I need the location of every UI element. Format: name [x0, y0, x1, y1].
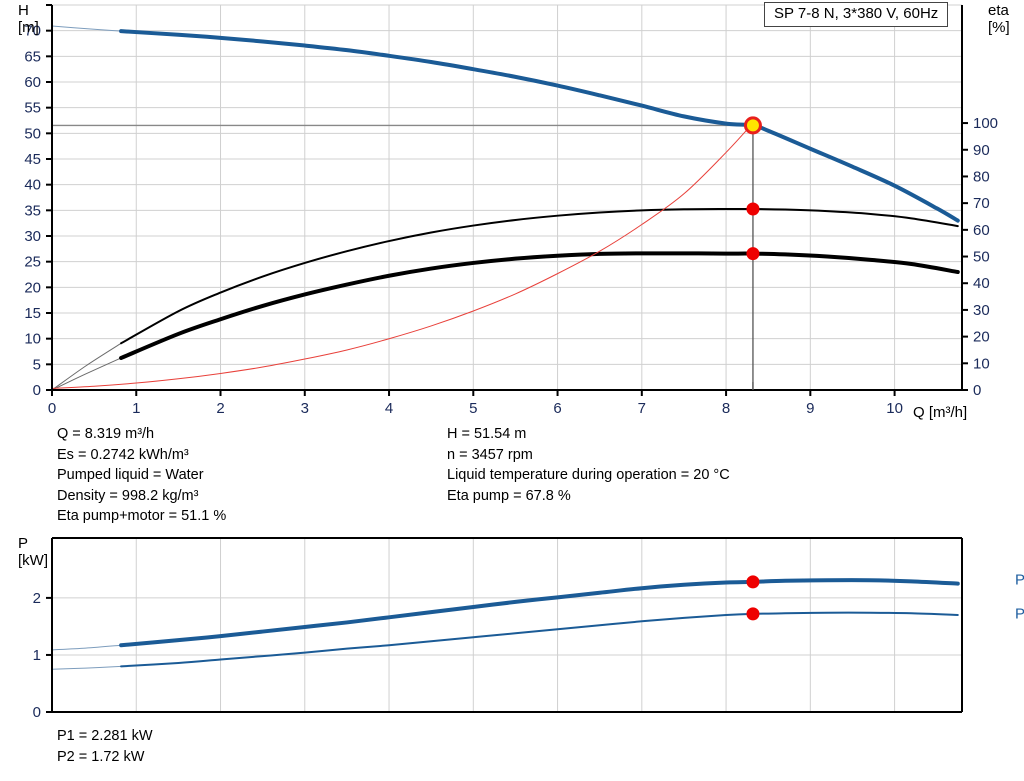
- tick-label-bottom: 2: [216, 400, 224, 417]
- left-axis-caption: H [m]: [18, 2, 39, 36]
- tick-label-bottom: 5: [469, 400, 477, 417]
- series-label-P1: P1: [1015, 572, 1024, 589]
- tick-label-left: 60: [24, 74, 41, 91]
- duty-info-line: Eta pump = 67.8 %: [447, 487, 571, 504]
- power-axes: [46, 537, 963, 713]
- power-curves: [51, 578, 960, 670]
- left-axis-unit: [m]: [18, 19, 39, 36]
- chart-axes: [46, 4, 968, 396]
- marker-eta-pump-motor-point: [746, 247, 760, 261]
- tick-label-bottom: 1: [132, 400, 140, 417]
- tick-label-right: 20: [973, 329, 990, 346]
- tick-label-left: 20: [24, 279, 41, 296]
- duty-info-line: Eta pump+motor = 51.1 %: [57, 508, 227, 524]
- tick-label-left: 15: [24, 305, 41, 322]
- tick-label-right: 100: [973, 115, 998, 132]
- chart-curves: [51, 25, 960, 391]
- right-axis-unit: [%]: [988, 19, 1010, 36]
- duty-info-line: Pumped liquid = Water: [57, 467, 204, 483]
- tick-label-right: 60: [973, 222, 990, 239]
- curve-P1: [119, 578, 960, 648]
- marker-p2-point: [746, 607, 760, 621]
- tick-label-right: 40: [973, 275, 990, 292]
- tick-label-left: 45: [24, 151, 41, 168]
- tick-label-left: 35: [24, 202, 41, 219]
- tick-label-bottom: 0: [48, 400, 56, 417]
- tick-label-left: 30: [24, 228, 41, 245]
- chart-axis-labels: 0510152025303540455055606570010203040506…: [24, 23, 998, 417]
- marker-eta-pump-point: [746, 202, 760, 216]
- title-box: SP 7-8 N, 3*380 V, 60Hz: [764, 2, 949, 27]
- power-info-block: P1 = 2.281 kW P2 = 1.72 kW: [57, 726, 153, 767]
- series-label-P2: P2: [1015, 605, 1024, 622]
- power-axis-labels: 0 1 2 P1 P2: [33, 572, 1024, 721]
- power-axis-symbol: P: [18, 535, 29, 552]
- curve-P2: [120, 611, 959, 668]
- duty-info-line: H = 51.54 m: [447, 426, 527, 442]
- tick-label-left: 65: [24, 48, 41, 65]
- chart-markers: [743, 116, 762, 261]
- power-axis-caption: P [kW]: [18, 535, 48, 569]
- right-axis-caption: eta [%]: [988, 2, 1010, 36]
- duty-info-left-column: Q = 8.319 m³/h Es = 0.2742 kWh/m³ Pumped…: [57, 424, 226, 527]
- tick-label-bottom: 6: [553, 400, 561, 417]
- tick-label-bottom: 10: [886, 400, 903, 417]
- tick-label-bottom: 7: [638, 400, 646, 417]
- curve-eta-pump-motor-extension: [51, 357, 122, 391]
- power-info-line: P1 = 2.281 kW: [57, 728, 153, 744]
- tick-label-right: 10: [973, 355, 990, 372]
- tick-label-right: 80: [973, 168, 990, 185]
- tick-label-right: 30: [973, 302, 990, 319]
- curve-P1-extension: [51, 644, 122, 651]
- curve-P2-extension: [51, 665, 122, 670]
- tick-label-left: 1: [33, 647, 41, 664]
- curve-eta-pump-extension: [51, 342, 122, 391]
- duty-info-line: Density = 998.2 kg/m³: [57, 487, 199, 504]
- duty-info-line: Liquid temperature during operation = 20…: [447, 467, 730, 483]
- head-efficiency-chart: 0510152025303540455055606570010203040506…: [24, 4, 998, 417]
- duty-info-line: Es = 0.2742 kWh/m³: [57, 446, 189, 463]
- tick-label-left: 0: [33, 704, 41, 721]
- tick-label-bottom: 8: [722, 400, 730, 417]
- marker-p1-point: [746, 575, 760, 589]
- tick-label-bottom: 9: [806, 400, 814, 417]
- power-info-line: P2 = 1.72 kW: [57, 748, 145, 765]
- tick-label-bottom: 4: [385, 400, 393, 417]
- power-markers: [746, 575, 760, 621]
- marker-duty-point: [743, 116, 762, 135]
- x-axis-caption: Q [m³/h]: [913, 404, 968, 421]
- duty-info-line: Q = 8.319 m³/h: [57, 426, 155, 442]
- duty-info-line: n = 3457 rpm: [447, 446, 533, 463]
- power-chart: 0 1 2 P1 P2: [33, 537, 1024, 721]
- tick-label-left: 70: [24, 23, 41, 40]
- curve-H: [119, 29, 960, 223]
- tick-label-right: 90: [973, 142, 990, 159]
- power-gridlines: [52, 538, 962, 713]
- chart-gridlines: [52, 4, 962, 391]
- curve-H-extension: [51, 25, 122, 32]
- tick-label-left: 2: [33, 590, 41, 607]
- curve-eta-pump-motor: [119, 251, 960, 360]
- tick-label-left: 50: [24, 125, 41, 142]
- tick-label-right: 50: [973, 249, 990, 266]
- tick-label-left: 40: [24, 177, 41, 194]
- tick-label-left: 10: [24, 331, 41, 348]
- right-axis-symbol: eta: [988, 2, 1009, 19]
- tick-label-right: 0: [973, 382, 981, 399]
- curve-specific-energy: [51, 122, 754, 389]
- tick-label-left: 25: [24, 254, 41, 271]
- tick-label-right: 70: [973, 195, 990, 212]
- power-axis-unit: [kW]: [18, 552, 48, 569]
- tick-label-left: 55: [24, 100, 41, 117]
- title-box-label: SP 7-8 N, 3*380 V, 60Hz: [774, 5, 939, 22]
- tick-label-left: 5: [33, 356, 41, 373]
- tick-label-bottom: 3: [301, 400, 309, 417]
- duty-info-right-column: H = 51.54 m n = 3457 rpm Liquid temperat…: [447, 424, 730, 506]
- tick-label-left: 0: [33, 382, 41, 399]
- left-axis-symbol: H: [18, 2, 29, 19]
- curve-eta-pump: [120, 207, 959, 345]
